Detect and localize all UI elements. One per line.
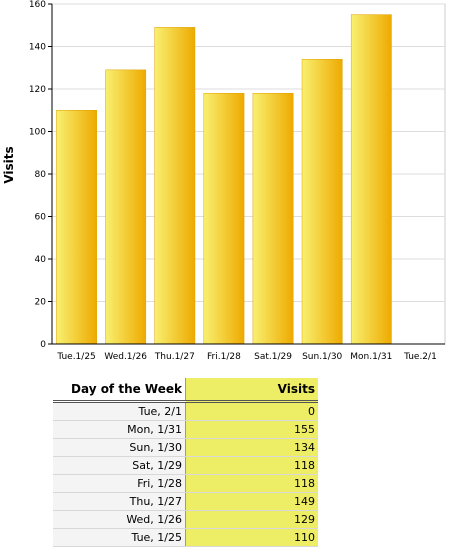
y-tick-label: 60 [35,213,47,223]
y-axis-label: Visits [2,146,16,183]
day-cell: Mon, 1/31 [53,420,186,439]
y-tick-label: 20 [35,298,47,308]
day-cell: Sat, 1/29 [53,456,186,475]
y-tick-label: 120 [29,85,46,95]
x-tick-label: Thu.1/27 [154,352,195,362]
table-row: Wed, 1/26 129 [53,510,318,529]
x-tick-label: Tue.2/1 [403,352,437,362]
x-tick-label: Fri.1/28 [207,352,241,362]
bar [252,93,294,345]
x-tick-label: Sun.1/30 [302,352,342,362]
visits-cell: 110 [185,528,318,547]
visits-cell: 134 [185,438,318,457]
y-tick-label: 140 [29,43,46,53]
day-cell: Wed, 1/26 [53,510,186,529]
bar [350,14,392,345]
table-row: Tue, 2/1 0 [53,401,318,421]
visits-cell: 155 [185,420,318,439]
table-row: Thu, 1/27 149 [53,492,318,511]
table-row: Sat, 1/29 118 [53,456,318,475]
y-tick-label: 100 [29,128,46,138]
visits-cell: 149 [185,492,318,511]
bar [301,59,343,345]
table-row: Fri, 1/28 118 [53,474,318,493]
x-tick-label: Tue.1/25 [56,352,95,362]
x-tick-label: Wed.1/26 [104,352,147,362]
day-cell: Tue, 1/25 [53,528,186,547]
day-cell: Fri, 1/28 [53,474,186,493]
bar [154,27,196,345]
day-cell: Sun, 1/30 [53,438,186,457]
bar [105,69,147,345]
visits-cell: 118 [185,474,318,493]
visits-cell: 129 [185,510,318,529]
y-tick-label: 40 [35,255,47,265]
day-column-header: Day of the Week [53,378,186,403]
x-tick-label: Mon.1/31 [350,352,392,362]
table-row: Mon, 1/31 155 [53,420,318,439]
y-tick-label: 160 [29,0,46,10]
table-row: Tue, 1/25 110 [53,528,318,547]
visits-cell: 118 [185,456,318,475]
y-tick-label: 0 [40,340,46,350]
visits-data-table: Day of the Week Visits Tue, 2/1 0 Mon, 1/3… [53,378,318,547]
visits-column-header: Visits [185,378,318,403]
visits-bar-chart: 0 20 40 60 80 100 120 140 160 Tue.1/25 Wed.1/26 Thu… [2,0,446,362]
day-cell: Thu, 1/27 [53,492,186,511]
day-cell: Tue, 2/1 [53,401,186,421]
x-tick-label: Sat.1/29 [254,352,292,362]
y-tick-label: 80 [35,170,47,180]
bar [56,110,97,345]
table-header-row: Day of the Week Visits [53,378,318,403]
visits-cell: 0 [185,401,318,421]
bar [203,93,245,345]
table-row: Sun, 1/30 134 [53,438,318,457]
